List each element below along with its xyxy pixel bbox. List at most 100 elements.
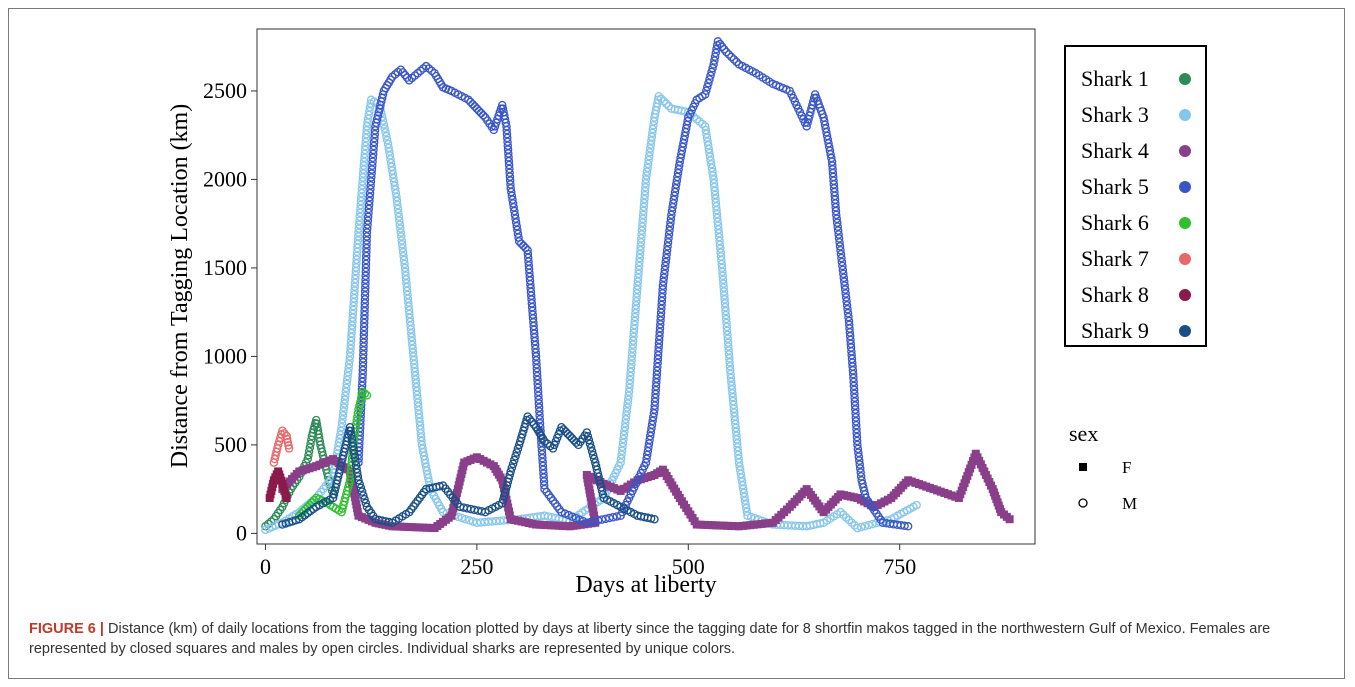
data-point-circle	[852, 436, 862, 446]
data-point-circle	[370, 133, 379, 143]
data-point-circle	[563, 429, 573, 439]
data-point-circle	[637, 226, 647, 235]
data-point-circle	[721, 314, 731, 324]
legend-color-key	[1179, 217, 1191, 229]
data-point-circle	[368, 149, 378, 159]
data-point-circle	[342, 379, 351, 389]
data-point-circle	[625, 375, 635, 385]
data-point-circle	[641, 183, 650, 192]
data-point-circle	[722, 322, 732, 332]
data-point-circle	[644, 151, 654, 161]
data-point-circle	[720, 295, 729, 304]
data-point-circle	[395, 216, 404, 225]
data-point-circle	[643, 159, 653, 169]
data-point-circle	[505, 470, 515, 480]
data-point-circle	[622, 403, 632, 412]
data-point-circle	[627, 352, 637, 361]
data-point-circle	[646, 140, 656, 149]
data-point-circle	[723, 338, 733, 347]
data-point-circle	[532, 367, 542, 377]
data-point-circle	[666, 218, 675, 227]
data-point-circle	[629, 324, 639, 334]
y-tick-label: 1500	[203, 255, 247, 280]
data-point-circle	[361, 141, 370, 151]
y-axis: 0 500 1000 1500 2000 2500	[203, 78, 257, 545]
data-point-circle	[364, 204, 374, 214]
data-point-circle	[713, 37, 723, 46]
data-point-circle	[836, 249, 846, 259]
data-point-circle	[912, 500, 921, 510]
data-point-circle	[842, 301, 852, 310]
data-point-circle	[708, 63, 717, 73]
y-tick-label: 0	[236, 520, 247, 545]
data-point-circle	[722, 47, 731, 57]
data-point-circle	[468, 99, 477, 109]
data-point-circle	[370, 129, 380, 139]
data-point-circle	[393, 200, 402, 210]
data-point-circle	[474, 106, 484, 116]
data-point-circle	[511, 452, 520, 461]
data-point-circle	[836, 507, 845, 517]
data-point-circle	[646, 514, 656, 523]
legend-label: Shark 1	[1081, 66, 1149, 91]
data-point-circle	[354, 476, 363, 485]
data-point-circle	[851, 405, 860, 414]
data-point-circle	[534, 391, 543, 400]
data-point-circle	[719, 45, 729, 54]
data-point-circle	[634, 261, 644, 271]
data-point-circle	[658, 285, 667, 294]
data-point-circle	[342, 383, 351, 393]
data-point-circle	[343, 367, 353, 377]
data-point-circle	[519, 241, 528, 251]
data-point-circle	[855, 464, 865, 473]
data-point-circle	[725, 354, 734, 363]
data-point-circle	[637, 230, 646, 239]
legend-color-key	[1179, 289, 1191, 301]
data-point-circle	[642, 167, 652, 176]
data-point-circle	[283, 437, 293, 447]
data-point-circle	[357, 192, 366, 202]
data-point-circle	[631, 308, 640, 318]
y-tick-label: 2000	[203, 166, 247, 191]
data-point-circle	[394, 208, 403, 218]
data-point-circle	[638, 210, 648, 220]
data-point-circle	[397, 240, 407, 249]
data-point-circle	[636, 245, 645, 255]
data-point-circle	[357, 185, 367, 194]
data-point-circle	[725, 361, 735, 371]
sex-legend: sex FM	[1069, 421, 1137, 513]
data-point-circle	[833, 226, 843, 235]
data-point-circle	[662, 245, 672, 255]
data-point-circle	[533, 383, 543, 393]
data-point-circle	[523, 412, 532, 421]
data-point-circle	[617, 446, 627, 456]
data-point-circle	[510, 455, 519, 465]
data-point-circle	[361, 271, 370, 281]
sex-legend-label: F	[1122, 458, 1131, 477]
data-point-circle	[356, 200, 365, 210]
data-point-circle	[362, 391, 372, 400]
data-point-circle	[853, 523, 862, 533]
data-point-circle	[628, 340, 638, 349]
data-point-circle	[361, 498, 370, 508]
data-point-circle	[620, 426, 629, 436]
data-point-circle	[715, 39, 725, 49]
data-point-circle	[400, 259, 409, 269]
data-point-circle	[569, 436, 579, 445]
data-point-circle	[852, 428, 861, 438]
data-point-circle	[342, 375, 352, 385]
x-axis: 0 250 500 750	[260, 544, 916, 579]
data-point-circle	[706, 71, 715, 80]
data-point-circle	[639, 198, 649, 208]
data-point-circle	[835, 242, 845, 251]
data-point-circle	[527, 417, 537, 427]
data-point-circle	[360, 389, 370, 398]
data-point-circle	[557, 422, 566, 432]
shark-7-series	[269, 426, 294, 467]
data-point-circle	[649, 120, 658, 130]
data-point-circle	[531, 352, 541, 361]
data-point-circle	[840, 277, 849, 286]
data-point-circle	[852, 432, 862, 442]
data-point-square	[282, 493, 291, 502]
data-point-circle	[723, 334, 732, 343]
